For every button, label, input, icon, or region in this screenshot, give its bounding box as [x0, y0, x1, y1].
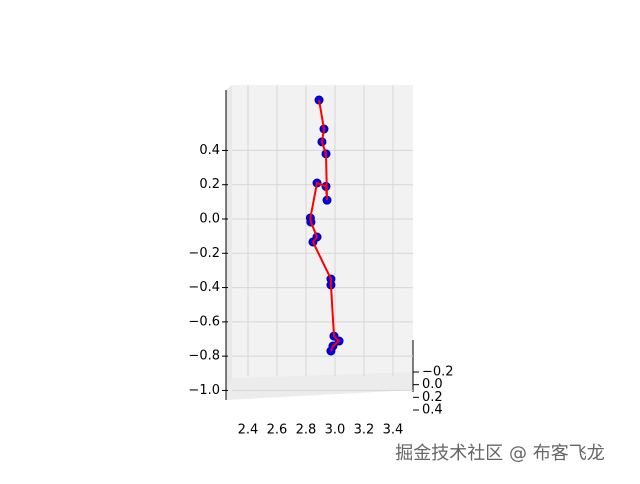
x-tick-label: 3.2 — [354, 423, 375, 438]
y-tick-label: 0.0 — [199, 212, 220, 227]
y-tick-label: −0.6 — [188, 314, 220, 329]
x-tick-label: 3.4 — [383, 423, 404, 438]
floor-pane — [226, 372, 413, 400]
depth-tick-label: 0.4 — [422, 403, 443, 418]
side-pane — [226, 85, 232, 400]
y-tick-label: −0.2 — [188, 246, 220, 261]
y-tick-label: −0.4 — [188, 280, 220, 295]
depth-tick-label: −0.2 — [422, 365, 454, 380]
y-tick-label: 0.4 — [199, 143, 220, 158]
x-tick-label: 2.6 — [267, 423, 288, 438]
watermark: 掘金技术社区 @ 布客飞龙 — [395, 443, 604, 464]
x-tick-label: 2.4 — [238, 423, 259, 438]
depth-tick-label: 0.2 — [422, 390, 443, 405]
y-tick-label: −0.8 — [188, 349, 220, 364]
x-tick-label: 2.8 — [296, 423, 317, 438]
x-tick-label: 3.0 — [325, 423, 346, 438]
bone-line — [309, 99, 341, 352]
y-tick-label: 0.2 — [199, 177, 220, 192]
depth-tick-label: 0.0 — [422, 377, 443, 392]
y-tick-label: −1.0 — [188, 383, 220, 398]
